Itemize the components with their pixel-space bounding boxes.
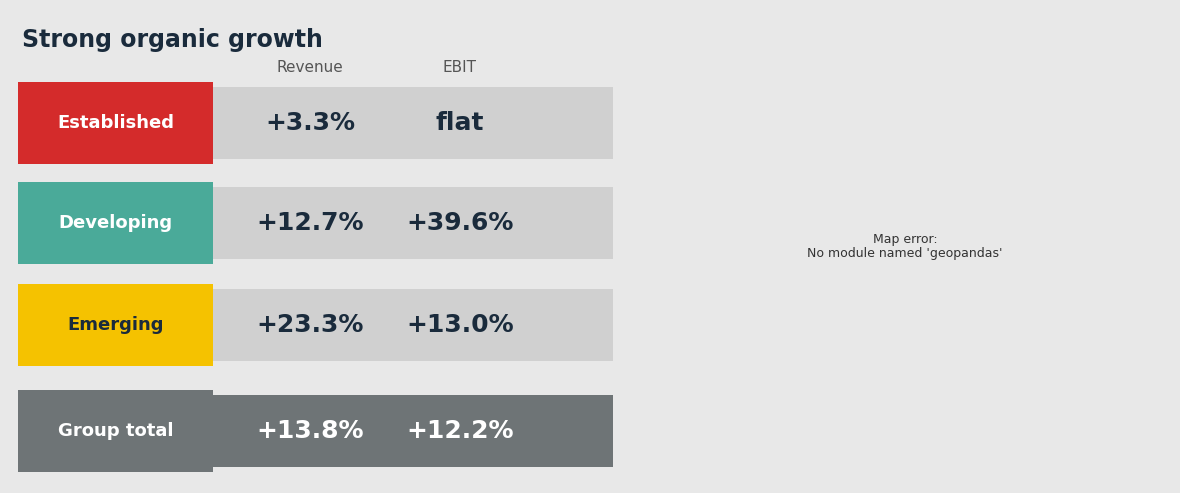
- FancyBboxPatch shape: [18, 395, 612, 467]
- FancyBboxPatch shape: [18, 182, 214, 264]
- FancyBboxPatch shape: [18, 82, 214, 164]
- FancyBboxPatch shape: [18, 284, 214, 366]
- Text: +39.6%: +39.6%: [406, 211, 513, 235]
- Text: Strong organic growth: Strong organic growth: [22, 28, 323, 52]
- Text: Emerging: Emerging: [67, 316, 164, 334]
- FancyBboxPatch shape: [18, 289, 612, 361]
- Text: Map error:
No module named 'geopandas': Map error: No module named 'geopandas': [807, 233, 1003, 260]
- Text: +23.3%: +23.3%: [256, 313, 363, 337]
- FancyBboxPatch shape: [18, 87, 612, 159]
- Text: +13.8%: +13.8%: [256, 419, 363, 443]
- Text: Established: Established: [57, 114, 173, 132]
- Text: +3.3%: +3.3%: [266, 111, 355, 135]
- Text: flat: flat: [435, 111, 484, 135]
- FancyBboxPatch shape: [18, 187, 612, 259]
- Text: EBIT: EBIT: [442, 61, 477, 75]
- FancyBboxPatch shape: [18, 390, 214, 472]
- Text: +12.7%: +12.7%: [256, 211, 363, 235]
- Text: +13.0%: +13.0%: [406, 313, 513, 337]
- Text: Developing: Developing: [59, 214, 172, 232]
- Text: Group total: Group total: [58, 422, 173, 440]
- Text: Revenue: Revenue: [276, 61, 343, 75]
- Text: +12.2%: +12.2%: [406, 419, 513, 443]
